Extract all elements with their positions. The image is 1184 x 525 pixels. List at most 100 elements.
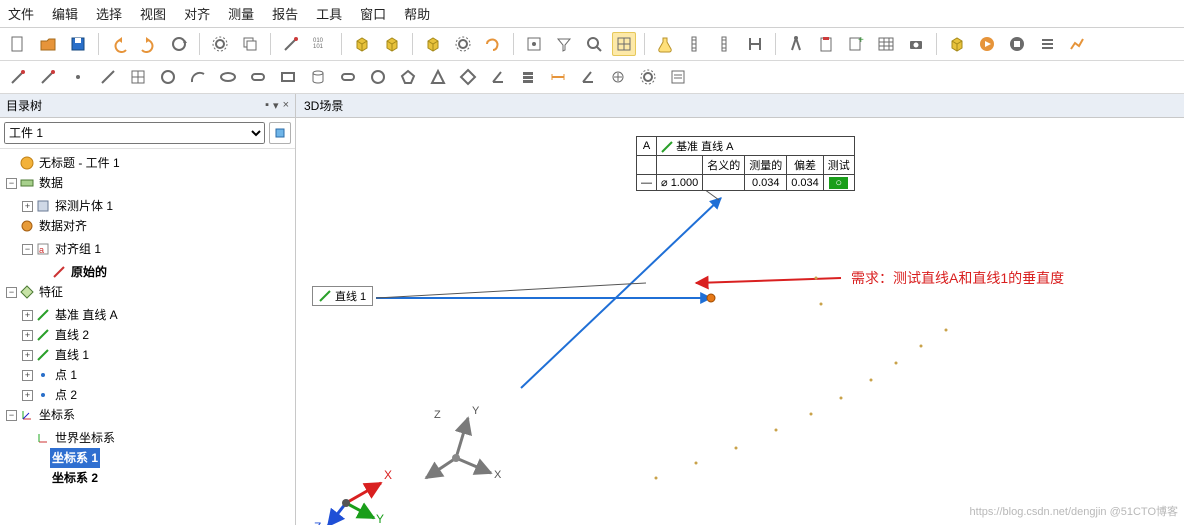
tool-refresh[interactable] xyxy=(167,32,191,56)
tool-cube-y[interactable] xyxy=(421,32,445,56)
toggle-datum-a[interactable]: + xyxy=(22,310,33,321)
tool-redo[interactable] xyxy=(137,32,161,56)
menu-edit[interactable]: 编辑 xyxy=(52,4,78,23)
tool-table[interactable] xyxy=(874,32,898,56)
toggle-line1[interactable]: + xyxy=(22,350,33,361)
tool-arc[interactable] xyxy=(186,65,210,89)
toggle-probe[interactable]: + xyxy=(22,201,33,212)
toggle-features[interactable]: − xyxy=(6,287,17,298)
toggle-pt2[interactable]: + xyxy=(22,390,33,401)
tool-angle[interactable] xyxy=(576,65,600,89)
line1-callout[interactable]: 直线 1 xyxy=(312,286,373,306)
tool-save[interactable] xyxy=(66,32,90,56)
tool-camera[interactable] xyxy=(904,32,928,56)
panel-close-icon[interactable]: × xyxy=(283,99,289,112)
tool-flask[interactable] xyxy=(653,32,677,56)
tree-line1[interactable]: 直线 1 xyxy=(53,345,91,365)
tool-ruler-d[interactable] xyxy=(713,32,737,56)
tree-datum-a[interactable]: 基准 直线 A xyxy=(53,305,120,325)
tool-box3d[interactable] xyxy=(945,32,969,56)
tool-zoom-all[interactable] xyxy=(582,32,606,56)
menu-report[interactable]: 报告 xyxy=(272,4,298,23)
tree-cs-world[interactable]: 世界坐标系 xyxy=(53,428,117,448)
menu-window[interactable]: 窗口 xyxy=(360,4,386,23)
tool-probe[interactable] xyxy=(279,32,303,56)
tool-stack[interactable] xyxy=(516,65,540,89)
tool-note-add[interactable]: + xyxy=(844,32,868,56)
workpiece-select[interactable]: 工件 1 xyxy=(4,122,265,144)
tool-ruler-v[interactable] xyxy=(683,32,707,56)
tool-gear2[interactable] xyxy=(636,65,660,89)
tool-new[interactable] xyxy=(6,32,30,56)
tool-slot[interactable] xyxy=(246,65,270,89)
datum-result-table[interactable]: A 基准 直线 A 名义的 测量的 偏差 测试 — ⌀ 1.000 xyxy=(636,136,855,191)
tree-root[interactable]: 无标题 - 工件 1 xyxy=(37,153,122,173)
tree-cs-root[interactable]: 坐标系 xyxy=(37,405,77,425)
tool-probe1[interactable] xyxy=(6,65,30,89)
tool-width[interactable] xyxy=(546,65,570,89)
tool-chart[interactable] xyxy=(1065,32,1089,56)
3d-scene[interactable]: X Y Z X Y Z 直线 1 xyxy=(296,118,1184,525)
menu-select[interactable]: 选择 xyxy=(96,4,122,23)
tool-matrix[interactable]: 010101 xyxy=(309,32,333,56)
tool-stop[interactable] xyxy=(1005,32,1029,56)
tool-ellipse[interactable] xyxy=(216,65,240,89)
toggle-data[interactable]: − xyxy=(6,178,17,189)
toggle-line2[interactable]: + xyxy=(22,330,33,341)
tool-line[interactable] xyxy=(96,65,120,89)
menu-view[interactable]: 视图 xyxy=(140,4,166,23)
tool-poly[interactable] xyxy=(396,65,420,89)
tree-align-orig[interactable]: 原始的 xyxy=(69,262,109,282)
tree-cs1[interactable]: 坐标系 1 xyxy=(50,448,100,468)
tool-pill[interactable] xyxy=(336,65,360,89)
tree-probe[interactable]: 探测片体 1 xyxy=(53,196,115,216)
tool-sphere[interactable] xyxy=(366,65,390,89)
tool-rect[interactable] xyxy=(276,65,300,89)
tool-diamond[interactable] xyxy=(456,65,480,89)
tree-data[interactable]: 数据 xyxy=(37,173,65,193)
tool-angle2[interactable] xyxy=(486,65,510,89)
menu-file[interactable]: 文件 xyxy=(8,4,34,23)
tool-settings[interactable] xyxy=(208,32,232,56)
tree-align-root[interactable]: 数据对齐 xyxy=(37,216,89,236)
workpiece-cube-button[interactable] xyxy=(269,122,291,144)
tool-grid2[interactable] xyxy=(126,65,150,89)
tool-list[interactable] xyxy=(1035,32,1059,56)
tool-filter[interactable] xyxy=(552,32,576,56)
tree-line2[interactable]: 直线 2 xyxy=(53,325,91,345)
tree-pt1[interactable]: 点 1 xyxy=(53,365,79,385)
menu-measure[interactable]: 测量 xyxy=(228,4,254,23)
tool-caliper[interactable] xyxy=(743,32,767,56)
menu-align[interactable]: 对齐 xyxy=(184,4,210,23)
tool-form[interactable] xyxy=(666,65,690,89)
tool-gear[interactable] xyxy=(451,32,475,56)
toggle-align-group[interactable]: − xyxy=(22,244,33,255)
menu-tools[interactable]: 工具 xyxy=(316,4,342,23)
panel-dropdown-icon[interactable]: ▾ xyxy=(273,99,279,112)
tool-snap[interactable] xyxy=(522,32,546,56)
tree-pt2[interactable]: 点 2 xyxy=(53,385,79,405)
tool-duplicate[interactable] xyxy=(238,32,262,56)
tool-plus-dot[interactable] xyxy=(606,65,630,89)
toggle-cs[interactable]: − xyxy=(6,410,17,421)
tool-play[interactable] xyxy=(975,32,999,56)
tree-features[interactable]: 特征 xyxy=(37,282,65,302)
tool-cylinder[interactable] xyxy=(306,65,330,89)
tool-compass[interactable] xyxy=(784,32,808,56)
tool-dot[interactable] xyxy=(66,65,90,89)
panel-pin-icon[interactable]: ▪ xyxy=(265,99,269,112)
tool-cube-add[interactable] xyxy=(380,32,404,56)
toggle-pt1[interactable]: + xyxy=(22,370,33,381)
tool-pyramid[interactable] xyxy=(426,65,450,89)
menu-help[interactable]: 帮助 xyxy=(404,4,430,23)
tool-grid[interactable] xyxy=(612,32,636,56)
tool-open[interactable] xyxy=(36,32,60,56)
tool-circle[interactable] xyxy=(156,65,180,89)
tool-clipboard[interactable] xyxy=(814,32,838,56)
tool-undo[interactable] xyxy=(107,32,131,56)
tool-cube-pkg[interactable] xyxy=(350,32,374,56)
tool-swirl[interactable] xyxy=(481,32,505,56)
tree-cs2[interactable]: 坐标系 2 xyxy=(50,468,100,488)
tool-probe2[interactable] xyxy=(36,65,60,89)
tree-align-group[interactable]: 对齐组 1 xyxy=(53,239,103,259)
